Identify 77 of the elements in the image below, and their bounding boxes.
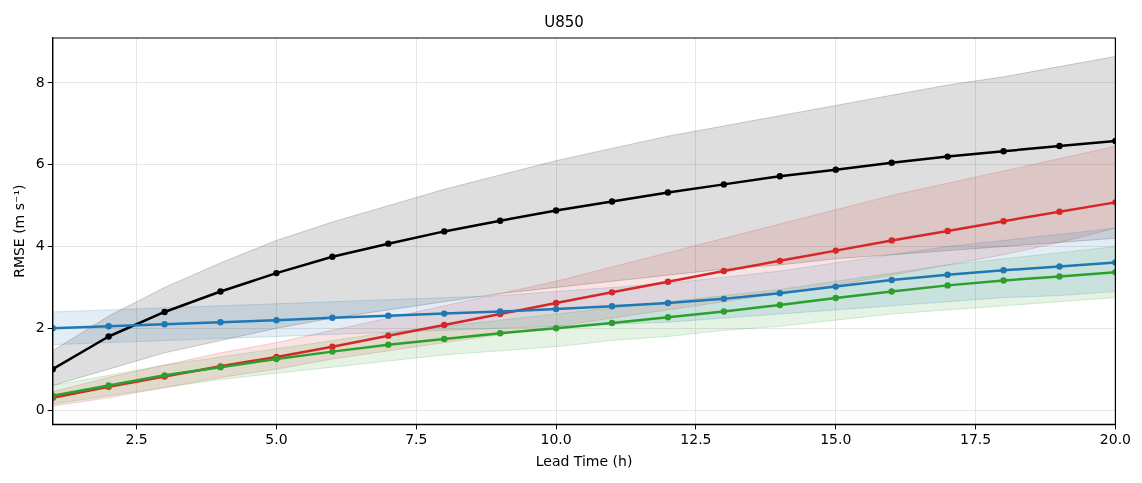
- point: [1056, 208, 1063, 215]
- point: [776, 257, 784, 265]
- point: [888, 237, 895, 244]
- point: [776, 173, 784, 180]
- point: [496, 217, 504, 224]
- x-tick-label: 20.0: [1099, 431, 1131, 448]
- point: [217, 288, 224, 295]
- x-tick-label: 10.0: [540, 431, 572, 448]
- point: [888, 276, 895, 284]
- point: [888, 288, 895, 295]
- point: [776, 301, 784, 309]
- point: [552, 299, 560, 307]
- point: [1000, 277, 1007, 284]
- y-axis-title: RMSE (m s⁻¹): [11, 184, 28, 278]
- point: [329, 253, 336, 260]
- point: [385, 240, 392, 247]
- point: [720, 181, 728, 188]
- point: [608, 319, 616, 327]
- point: [552, 207, 560, 214]
- x-tick-label: 15.0: [820, 431, 852, 448]
- point: [105, 333, 112, 340]
- point: [832, 166, 839, 173]
- point: [161, 321, 168, 328]
- point: [608, 303, 616, 310]
- point: [1000, 148, 1007, 155]
- point: [608, 289, 616, 296]
- point: [552, 305, 560, 313]
- point: [1056, 263, 1063, 270]
- x-tick-label: 7.5: [405, 431, 428, 448]
- point: [944, 153, 951, 160]
- point: [664, 314, 672, 321]
- y-tick-label: 2: [35, 318, 45, 335]
- x-tick-label: 17.5: [960, 431, 992, 448]
- y-tick-label: 4: [35, 237, 45, 254]
- point: [720, 295, 728, 303]
- point: [664, 189, 672, 196]
- point: [664, 299, 672, 307]
- point: [441, 321, 448, 329]
- point: [888, 159, 895, 166]
- point: [552, 325, 560, 332]
- point: [1000, 267, 1007, 274]
- point: [105, 323, 112, 330]
- point: [832, 283, 839, 290]
- point: [1056, 273, 1063, 280]
- point: [608, 198, 616, 205]
- point: [496, 330, 504, 337]
- point: [329, 314, 336, 321]
- x-axis-title: Lead Time (h): [535, 453, 633, 470]
- point: [441, 228, 448, 235]
- point: [664, 278, 672, 285]
- point: [944, 271, 951, 278]
- point: [441, 335, 448, 343]
- y-tick-label: 8: [35, 73, 45, 90]
- point: [776, 289, 784, 297]
- point: [273, 316, 280, 324]
- point: [944, 227, 951, 235]
- point: [385, 341, 392, 348]
- point: [273, 269, 280, 277]
- point: [720, 267, 728, 275]
- point: [441, 310, 448, 317]
- point: [385, 332, 392, 339]
- chart-title: U850: [544, 12, 584, 31]
- point: [832, 294, 839, 302]
- point: [217, 318, 224, 326]
- point: [1056, 142, 1063, 150]
- point: [385, 312, 392, 319]
- point: [720, 308, 728, 315]
- x-tick-label: 2.5: [125, 431, 148, 448]
- point: [944, 282, 951, 289]
- point: [161, 308, 168, 316]
- point: [832, 247, 839, 254]
- point: [329, 348, 336, 355]
- y-tick-label: 6: [35, 155, 45, 172]
- y-tick-label: 0: [35, 400, 45, 417]
- point: [1000, 217, 1007, 225]
- x-tick-label: 12.5: [680, 431, 712, 448]
- x-tick-label: 5.0: [265, 431, 288, 448]
